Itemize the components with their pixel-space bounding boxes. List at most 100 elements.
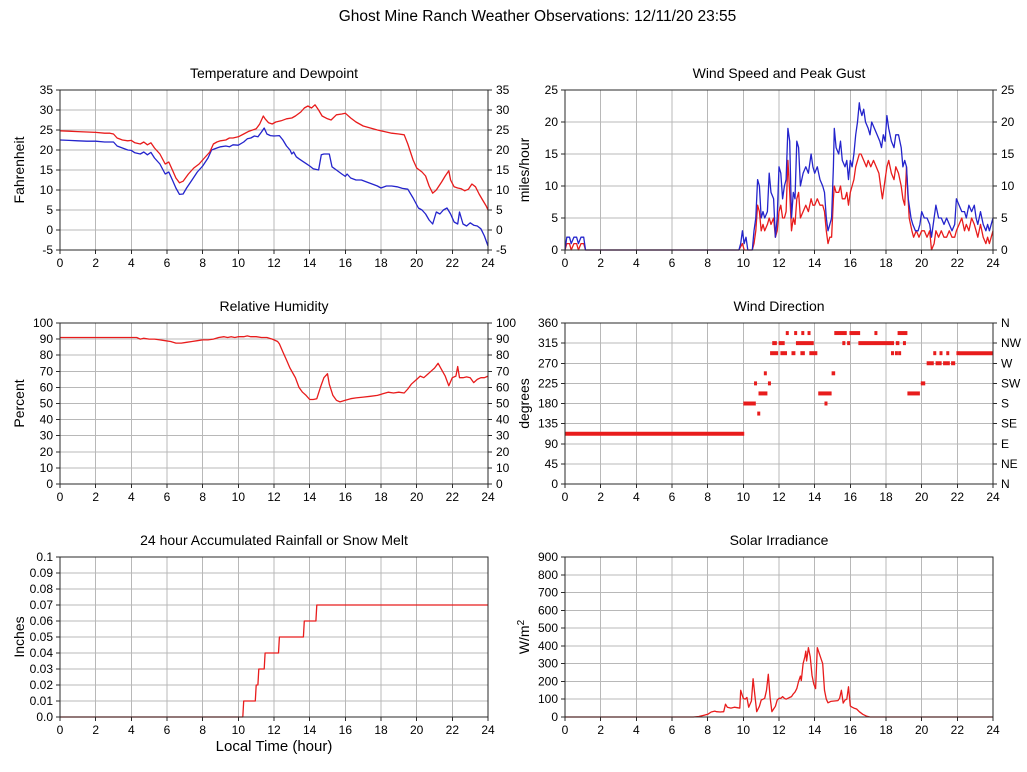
x-tick-label: 8 — [704, 490, 711, 504]
x-tick-label: 0 — [57, 256, 64, 270]
x-tick-label: 22 — [446, 723, 460, 737]
x-tick-label: 6 — [164, 256, 171, 270]
x-tick-label: 16 — [339, 490, 353, 504]
x-tick-label: 22 — [951, 256, 965, 270]
y-tick-label-right: 15 — [496, 163, 510, 177]
x-tick-label: 4 — [128, 256, 135, 270]
x-tick-label: 24 — [986, 723, 1000, 737]
x-tick-label: 20 — [410, 490, 424, 504]
y-tick-label-right: 5 — [496, 203, 503, 217]
x-tick-label: 8 — [199, 490, 206, 504]
x-tick-label: 22 — [446, 490, 460, 504]
x-tick-label: 2 — [597, 256, 604, 270]
y-tick-label-right: 20 — [1001, 115, 1015, 129]
y-tick-label: 10 — [40, 183, 54, 197]
x-tick-label: 14 — [808, 723, 822, 737]
y-tick-label: 10 — [545, 179, 559, 193]
x-tick-label: 4 — [633, 723, 640, 737]
y-tick-label-right: SW — [1001, 376, 1021, 390]
x-tick-label: 10 — [737, 256, 751, 270]
y-tick-label-right: 90 — [496, 332, 510, 346]
x-axis-label: Local Time (hour) — [216, 738, 333, 755]
y-tick-label: 0.08 — [30, 582, 54, 596]
x-tick-label: 18 — [879, 723, 893, 737]
chart-accumulated-rainfall: 0.0 0.01 0.02 0.03 0.04 0.05 0.06 0.07 0.08 0.09 0… — [11, 532, 495, 755]
x-tick-label: 2 — [597, 723, 604, 737]
y-tick-label: 0 — [46, 223, 53, 237]
x-tick-label: 8 — [199, 723, 206, 737]
x-tick-label: 4 — [128, 490, 135, 504]
y-tick-label-right: 20 — [496, 445, 510, 459]
x-tick-label: 6 — [669, 256, 676, 270]
y-tick-label-right: 10 — [1001, 179, 1015, 193]
y-tick-label: 400 — [538, 639, 558, 653]
x-tick-label: 18 — [879, 490, 893, 504]
x-tick-label: 10 — [737, 490, 751, 504]
page-title: Ghost Mine Ranch Weather Observations: 1… — [338, 8, 737, 25]
y-tick-label: 0.0 — [36, 710, 53, 724]
y-tick-label-right: 30 — [496, 103, 510, 117]
chart-title: Wind Speed and Peak Gust — [693, 65, 866, 81]
y-tick-label: 0.1 — [36, 550, 53, 564]
y-tick-label-right: 25 — [1001, 83, 1015, 97]
x-tick-label: 14 — [303, 256, 317, 270]
x-tick-label: 22 — [951, 490, 965, 504]
y-tick-label-right: N — [1001, 477, 1010, 491]
y-tick-label: 60 — [40, 380, 54, 394]
y-tick-label: 40 — [40, 413, 54, 427]
x-tick-label: 2 — [92, 490, 99, 504]
tick-marks — [56, 89, 492, 254]
gridlines — [60, 557, 488, 717]
y-tick-label: 20 — [40, 143, 54, 157]
x-tick-label: 14 — [303, 723, 317, 737]
x-tick-label: 12 — [267, 256, 281, 270]
y-tick-label-right: SE — [1001, 417, 1017, 431]
y-axis-label: W/m2 — [516, 619, 532, 654]
x-tick-label: 18 — [374, 490, 388, 504]
x-tick-label: 24 — [481, 256, 495, 270]
chart-title: Relative Humidity — [220, 298, 329, 314]
x-tick-label: 8 — [704, 256, 711, 270]
y-tick-label: 0.01 — [30, 694, 54, 708]
x-tick-label: 24 — [481, 723, 495, 737]
y-tick-label: 0.09 — [30, 566, 54, 580]
x-tick-label: 16 — [844, 490, 858, 504]
x-tick-label: 2 — [597, 490, 604, 504]
y-tick-label-right: 40 — [496, 413, 510, 427]
x-tick-label: 12 — [267, 723, 281, 737]
x-tick-label: 2 — [92, 723, 99, 737]
chart-title: Temperature and Dewpoint — [190, 65, 358, 81]
y-tick-label: 0 — [551, 243, 558, 257]
y-tick-label: 300 — [538, 657, 558, 671]
chart-title: Wind Direction — [733, 298, 824, 314]
x-tick-label: 18 — [374, 256, 388, 270]
x-tick-label: 14 — [808, 490, 822, 504]
x-tick-label: 16 — [339, 256, 353, 270]
y-tick-label: 0.07 — [30, 598, 54, 612]
x-tick-label: 0 — [562, 256, 569, 270]
y-tick-label: 20 — [40, 445, 54, 459]
y-tick-label: 30 — [40, 429, 54, 443]
y-tick-label: 5 — [551, 211, 558, 225]
y-tick-label: 0 — [551, 477, 558, 491]
x-tick-label: 4 — [633, 490, 640, 504]
y-tick-label: 0.05 — [30, 630, 54, 644]
y-tick-label-right: 0 — [1001, 243, 1008, 257]
y-tick-label: 0.04 — [30, 646, 54, 660]
x-tick-label: 14 — [303, 490, 317, 504]
y-tick-label: 0 — [46, 477, 53, 491]
x-tick-label: 20 — [915, 490, 929, 504]
chart-title: 24 hour Accumulated Rainfall or Snow Mel… — [140, 532, 408, 548]
y-tick-label-right: N — [1001, 316, 1010, 330]
x-tick-label: 0 — [57, 490, 64, 504]
y-tick-label-right: 0 — [496, 477, 503, 491]
y-tick-label-right: 30 — [496, 429, 510, 443]
gridlines — [565, 557, 993, 717]
x-tick-label: 20 — [410, 723, 424, 737]
